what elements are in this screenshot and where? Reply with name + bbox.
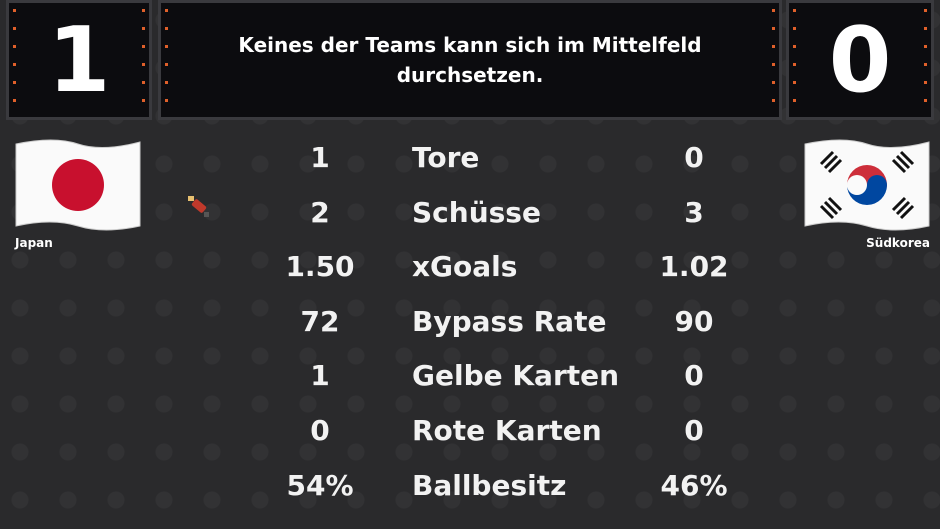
- home-stat: 2: [310, 195, 330, 229]
- home-stat: 0: [310, 414, 330, 447]
- match-message: Keines der Teams kann sich im Mittelfeld…: [238, 33, 702, 87]
- away-stat: 90: [674, 304, 714, 338]
- away-stat: 0: [684, 141, 704, 174]
- away-stat: 1.02: [659, 250, 729, 284]
- away-stat: 0: [684, 414, 704, 447]
- stat-label: Schüsse: [412, 195, 541, 229]
- korea-flag: [804, 139, 930, 231]
- home-stat: 72: [300, 304, 340, 338]
- stat-label: xGoals: [412, 250, 518, 284]
- stat-label: Bypass Rate: [412, 304, 607, 338]
- away-team-name: Südkorea: [866, 236, 930, 250]
- home-stat: 54%: [286, 468, 354, 502]
- stat-label: Ballbesitz: [412, 468, 567, 502]
- home-score: 1: [47, 7, 111, 113]
- home-team-name: Japan: [15, 236, 53, 250]
- japan-flag: [15, 139, 141, 231]
- home-score-panel: 1: [6, 0, 152, 120]
- stat-label: Tore: [412, 141, 480, 174]
- away-stat: 0: [684, 359, 704, 393]
- message-panel: Keines der Teams kann sich im Mittelfeld…: [158, 0, 782, 120]
- away-stat: 46%: [660, 468, 728, 502]
- home-stat: 1: [310, 141, 330, 174]
- home-stat: 1.50: [285, 250, 355, 284]
- home-stat: 1: [310, 359, 330, 393]
- stat-label: Rote Karten: [412, 414, 602, 447]
- away-score-panel: 0: [786, 0, 934, 120]
- away-score: 0: [828, 7, 892, 113]
- stat-label: Gelbe Karten: [412, 359, 620, 393]
- event-icon: [188, 196, 209, 217]
- away-stat: 3: [684, 195, 704, 229]
